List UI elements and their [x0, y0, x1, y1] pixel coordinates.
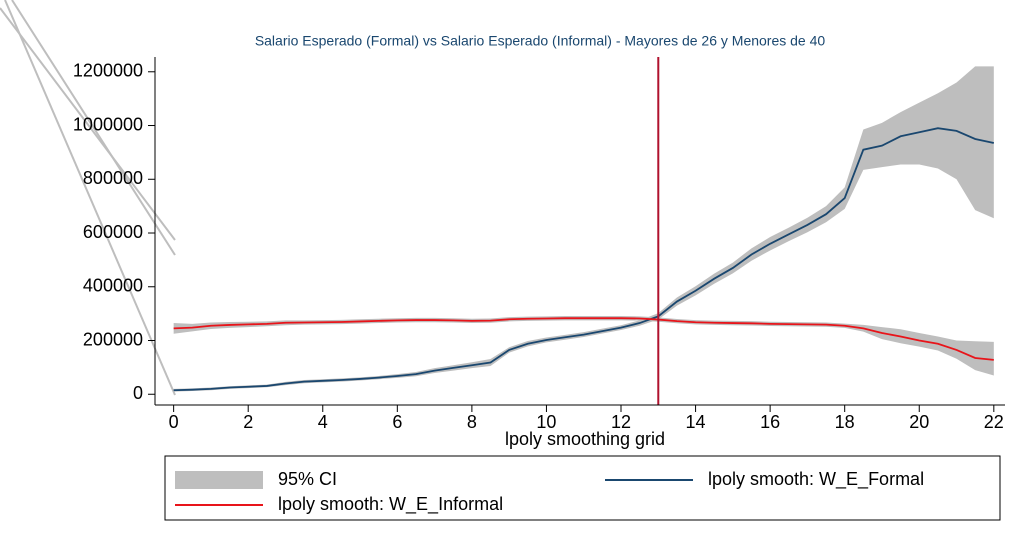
- decor-line: [11, 0, 176, 256]
- x-tick-label: 2: [243, 412, 253, 432]
- x-tick-label: 6: [392, 412, 402, 432]
- y-tick-label: 1000000: [73, 114, 143, 134]
- ci-band: [173, 316, 994, 376]
- y-tick-label: 1200000: [73, 61, 143, 81]
- legend-swatch: [175, 471, 263, 489]
- x-tick-label: 0: [169, 412, 179, 432]
- legend-box: [164, 455, 1001, 521]
- x-tick-label: 18: [835, 412, 855, 432]
- y-tick-label: 200000: [83, 329, 143, 349]
- y-tick-label: 0: [133, 383, 143, 403]
- series-line: [173, 127, 995, 392]
- x-tick-label: 16: [760, 412, 780, 432]
- x-tick-label: 12: [611, 412, 631, 432]
- x-tick-label: 8: [467, 412, 477, 432]
- decor-line: [4, 0, 176, 396]
- x-tick-label: 14: [686, 412, 706, 432]
- x-tick-label: 4: [318, 412, 328, 432]
- legend-label: lpoly smooth: W_E_Formal: [708, 469, 924, 490]
- x-tick-label: 22: [984, 412, 1004, 432]
- y-tick-label: 400000: [83, 276, 143, 296]
- legend-label: lpoly smooth: W_E_Informal: [278, 494, 503, 515]
- legend-label: 95% CI: [278, 469, 337, 489]
- x-axis-label: lpoly smoothing grid: [505, 429, 665, 449]
- decor-line: [0, 7, 176, 241]
- y-tick-label: 800000: [83, 168, 143, 188]
- x-tick-label: 10: [536, 412, 556, 432]
- y-tick-label: 600000: [83, 222, 143, 242]
- series-line: [173, 317, 994, 361]
- chart-title: Salario Esperado (Formal) vs Salario Esp…: [255, 33, 826, 49]
- x-tick-label: 20: [909, 412, 929, 432]
